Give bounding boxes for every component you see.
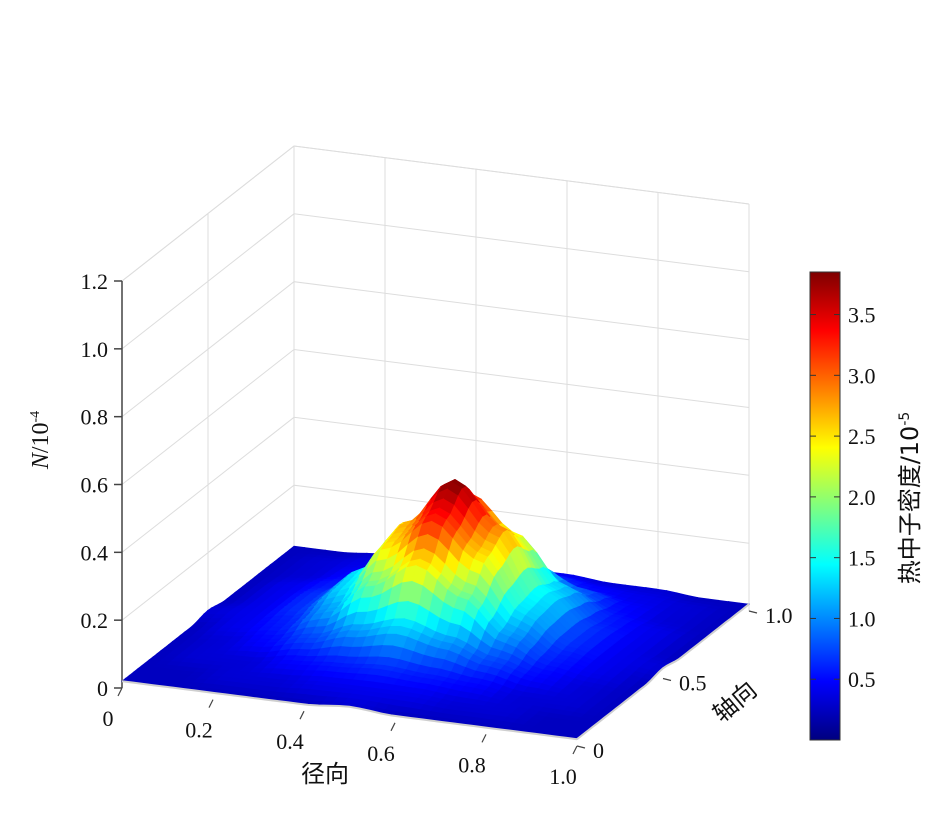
x-tick-label: 0.2 [185, 718, 213, 743]
colorbar-tick-label: 3.5 [848, 303, 876, 328]
x-tick-label: 0.8 [458, 752, 486, 777]
y-tick-mark [576, 745, 586, 749]
z-tick-label: 0.4 [81, 540, 109, 565]
surface-side-edge [576, 603, 750, 740]
y-tick-mark [748, 610, 758, 614]
gridline [121, 348, 750, 485]
x-tick-label: 0.6 [367, 741, 395, 766]
z-tick-label: 0.8 [81, 405, 109, 430]
y-tick-mark [662, 677, 672, 682]
gridline [121, 213, 750, 350]
x-tick-mark [572, 745, 578, 755]
colorbar-tick-label: 3.0 [848, 363, 876, 388]
surface-mesh [121, 479, 750, 740]
y-axis-label: 轴向 [707, 676, 762, 728]
x-tick-mark [299, 710, 305, 720]
surface-edge [121, 603, 750, 741]
surface-front-edge [121, 680, 578, 741]
gridline [121, 281, 750, 418]
x-tick-mark [390, 722, 396, 732]
x-tick-mark [481, 734, 487, 743]
gridline [121, 145, 750, 282]
z-tick-label: 0 [97, 676, 108, 701]
z-tick-label: 1.2 [81, 269, 109, 294]
y-tick-label: 0 [593, 738, 604, 763]
gridline [121, 145, 750, 282]
colorbar-gradient [809, 271, 841, 741]
axis-ticks: 0 0.2 0.4 0.6 0.8 1.0 1.2 0 0.2 0.4 0.6 0.8 1.0 0 0.5 1… [81, 269, 793, 789]
colorbar-tick-label: 2.0 [848, 485, 876, 510]
x-tick-mark [117, 687, 123, 697]
z-axis-label: N/10-4 [28, 411, 54, 470]
z-tick-label: 0.6 [81, 473, 109, 498]
y-tick-label: 0.5 [679, 671, 707, 696]
x-tick-label: 0.4 [276, 729, 304, 754]
colorbar-tick-label: 1.0 [848, 606, 876, 631]
z-tick-label: 1.0 [81, 337, 109, 362]
colorbar-tick-label: 2.5 [848, 424, 876, 449]
colorbar-label: 热中子密度/10-5 [896, 412, 924, 585]
colorbar-ticks: 0.5 1.0 1.5 2.0 2.5 3.0 3.5 [810, 303, 876, 692]
colorbar: 0.5 1.0 1.5 2.0 2.5 3.0 3.5 热中子密度/10-5 [809, 271, 924, 741]
x-axis-label: 径向 [301, 760, 349, 788]
y-tick-label: 1.0 [765, 603, 793, 628]
colorbar-tick-label: 0.5 [848, 667, 876, 692]
x-tick-label: 1.0 [549, 764, 577, 789]
z-tick-label: 0.2 [81, 608, 109, 633]
colorbar-tick-label: 1.5 [848, 546, 876, 571]
x-tick-mark [208, 699, 214, 708]
x-tick-label: 0 [103, 706, 114, 731]
